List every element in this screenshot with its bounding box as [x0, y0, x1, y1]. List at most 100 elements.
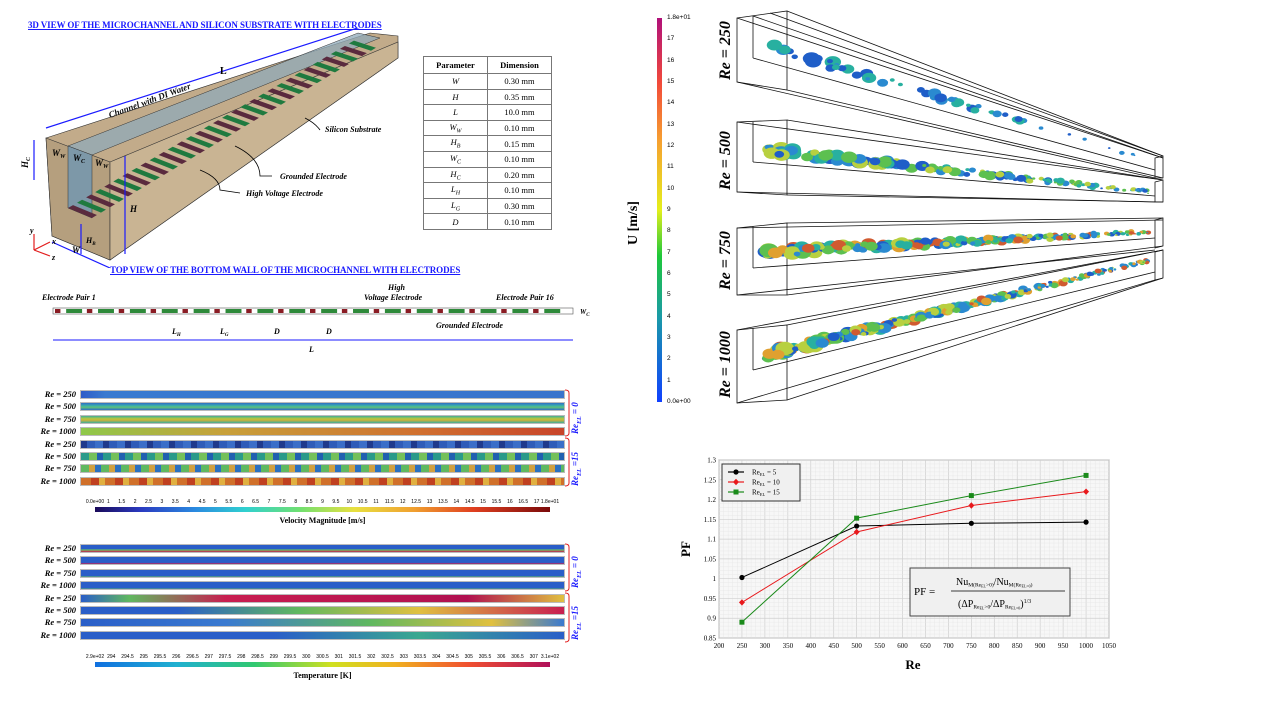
x-tick-label: 600: [897, 642, 908, 650]
temperature-contour-strip: [80, 568, 565, 578]
data-point: [853, 528, 860, 536]
microchannel-3d-diagram: L HC WW WC WW H HB W Channel with DI Wat…: [20, 28, 399, 268]
colorbar-tick-label: 302: [367, 654, 376, 660]
temperature-contour-strip: [80, 593, 565, 603]
vortex-blob: [774, 150, 785, 158]
vortex-blob: [1045, 285, 1049, 288]
vortex-blob: [1016, 174, 1027, 182]
vortex-blob: [900, 241, 913, 250]
u-colorbar-tick: 3: [667, 334, 671, 341]
top-view-title: TOP VIEW OF THE BOTTOM WALL OF THE MICRO…: [110, 265, 461, 275]
high-voltage-electrode: [278, 309, 284, 313]
high-voltage-electrode: [405, 309, 412, 313]
temperature-contour-strip: [80, 606, 565, 615]
vortex-blob: [865, 77, 871, 81]
vortex-blob: [767, 247, 783, 259]
vortex-blob: [1115, 234, 1118, 237]
u-colorbar-tick: 6: [667, 270, 671, 277]
series-line: [741, 521, 1087, 578]
legend-marker: [733, 478, 739, 486]
dimension-cell: 0.10 mm: [487, 213, 552, 230]
vortex-blob: [1060, 234, 1069, 241]
axis-z-label: z: [51, 253, 56, 262]
grounded-label: Grounded Electrode: [280, 172, 347, 181]
vortex-blob: [1107, 147, 1111, 149]
grounded-electrode: [95, 189, 124, 202]
grounded-electrode: [131, 167, 160, 181]
vortex-blob: [791, 54, 798, 60]
velocity-row-label: Re = 750: [44, 413, 76, 424]
temperature-rel15-label: ReEL =15: [570, 605, 583, 640]
vortex-blob: [779, 45, 791, 55]
high-voltage-electrode: [86, 309, 93, 313]
vortex-blob: [1078, 273, 1085, 278]
high-voltage-electrode: [86, 194, 115, 208]
u-colorbar-tick: 12: [667, 142, 675, 149]
vortex-blob: [1046, 232, 1054, 238]
x-tick-label: 950: [1058, 642, 1069, 650]
vortex-blob: [963, 172, 971, 177]
high-voltage-electrode: [246, 309, 252, 313]
data-point: [1083, 472, 1089, 478]
vortex-blob: [1109, 266, 1114, 270]
colorbar-tick-label: 301: [334, 654, 343, 660]
velocity-contour-strip: [80, 427, 565, 437]
vortex-blob: [897, 82, 903, 87]
vortex-blob: [1076, 184, 1082, 188]
u-colorbar-tick: 11: [667, 163, 674, 171]
colorbar-tick-label: 6: [240, 499, 244, 505]
table-row: LH 0.10 mm: [423, 182, 552, 199]
vortex-blob: [877, 78, 889, 87]
y-axis-label: PF: [678, 541, 693, 557]
colorbar-tick-label: 12.5: [411, 499, 422, 505]
grounded-electrode: [276, 83, 304, 94]
hv-label: High Voltage Electrode: [245, 189, 323, 198]
x-tick-label: 450: [828, 642, 839, 650]
colorbar-tick-label: 16: [507, 499, 513, 505]
vortex-blob: [1070, 277, 1076, 282]
high-voltage-electrode: [267, 88, 295, 100]
vortex-blob: [1084, 181, 1091, 187]
vortex-blob: [860, 332, 867, 336]
high-voltage-electrode: [176, 141, 205, 154]
table-row: LG 0.30 mm: [423, 197, 552, 215]
vortex-blob: [922, 164, 927, 168]
vortex-blob: [916, 87, 925, 93]
vortex-blob: [1112, 231, 1116, 234]
lh-label: LH: [171, 327, 182, 338]
colorbar-tick-label: 14: [453, 499, 460, 505]
vortex-blob: [793, 251, 801, 257]
vortex-blob: [1038, 126, 1044, 130]
table-row: HC 0.20 mm: [423, 166, 552, 184]
vortex-blob: [942, 241, 950, 247]
velocity-row-label: Re = 1000: [40, 426, 76, 437]
vortex-blob: [851, 329, 861, 336]
vortex-blob: [852, 245, 863, 253]
dim-wc-label: WC: [73, 153, 86, 165]
vortex-blob: [1038, 233, 1044, 238]
vortex-blob: [801, 152, 814, 162]
vortex-blob: [1142, 261, 1145, 264]
temperature-row-label: Re = 1000: [40, 580, 76, 591]
colorbar-tick-label: 3.5: [171, 499, 179, 505]
legend-marker: [733, 469, 739, 475]
high-voltage-electrode: [310, 309, 316, 313]
vortex-blob: [1048, 180, 1053, 184]
vortex-blob: [1004, 294, 1012, 299]
data-point: [854, 523, 860, 529]
grounded-electrode: [257, 309, 274, 313]
x-tick-labels: 200 250 300 350 400 450 500 550 600 650 700 750 800 8…: [714, 642, 1117, 650]
colorbar-tick-label: 300: [302, 654, 311, 660]
colorbar-tick-label: 307: [529, 654, 538, 660]
vortex-blob: [1005, 237, 1014, 244]
high-voltage-electrode: [533, 309, 539, 313]
colorbar-tick-label: 15.5: [491, 499, 502, 505]
x-tick-label: 1050: [1102, 642, 1117, 650]
y-tick-label: 1.2: [707, 496, 716, 504]
high-voltage-electrode: [437, 309, 443, 313]
high-voltage-electrode: [231, 109, 259, 121]
colorbar-gradient: [95, 662, 550, 667]
colorbar-tick-label: 6.5: [252, 499, 260, 505]
temperature-contour-strip: [80, 618, 565, 628]
vortex-blob: [993, 295, 1002, 302]
